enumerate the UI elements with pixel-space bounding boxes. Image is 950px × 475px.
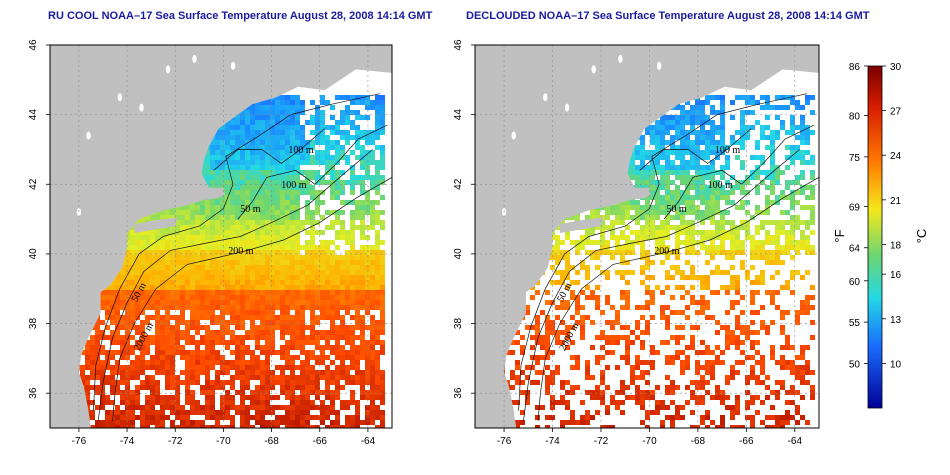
graticule [475,45,819,428]
lon-tick-label: -74 [545,436,560,447]
lake [501,208,507,217]
lake [511,131,516,140]
bathymetry-contours [518,93,819,422]
lon-tick-label: -64 [361,436,376,447]
celsius-tick-label: 16 [890,270,902,281]
celsius-tick-label: 10 [890,359,902,370]
lon-tick-label: -66 [739,436,754,447]
lon-tick-label: -76 [72,436,87,447]
fahrenheit-tick-label: 64 [849,244,861,255]
contour-label: 100 m [708,180,734,191]
lon-tick-label: -64 [788,436,803,447]
lon-tick-label: -68 [264,436,279,447]
lat-tick-label: 38 [453,318,464,330]
lon-tick-label: -76 [497,436,512,447]
lake [656,61,662,70]
lat-tick-label: 46 [453,39,464,51]
lat-tick-label: 42 [453,178,464,190]
contour-label: 100 m [281,180,307,191]
lat-tick-label: 36 [453,387,464,399]
celsius-tick-label: 24 [890,151,902,162]
graticule [50,45,392,428]
fahrenheit-tick-label: 75 [849,153,861,164]
lake [117,93,123,102]
celsius-tick-label: 21 [890,196,902,207]
long-island [559,217,604,233]
fahrenheit-tick-label: 55 [849,318,861,329]
contour-label: 50 m [240,204,261,215]
long-island [134,217,178,233]
right-panel-title: DECLOUDED NOAA–17 Sea Surface Temperatur… [466,10,870,22]
fahrenheit-tick-label: 50 [849,359,861,370]
lat-tick-label: 44 [453,109,464,121]
colorbar: 30 27 24 21 18 16 13 10 86 80 75 69 64 60 55 50 °F °C [832,62,929,409]
lake [139,103,144,112]
lake [543,93,548,102]
fahrenheit-tick-label: 60 [849,277,861,288]
celsius-unit-label: °C [914,229,929,244]
lon-tick-label: -68 [691,436,706,447]
lake [564,103,570,112]
contour-label: 50 m [666,204,687,215]
lon-tick-label: -72 [168,436,183,447]
lake [591,65,596,74]
fahrenheit-unit-label: °F [832,229,847,242]
colorbar-bar [867,65,883,409]
contour-label: 100 m [288,145,314,156]
lat-tick-label: 36 [28,387,39,399]
contour-label: 100 m [715,145,741,156]
lake [618,54,623,63]
lon-tick-label: -70 [642,436,657,447]
land-mass [50,45,392,428]
celsius-tick-label: 30 [890,62,902,73]
fahrenheit-tick-label: 86 [849,62,861,73]
celsius-tick-label: 27 [890,107,902,118]
lake [192,54,197,63]
map-frame [49,44,393,429]
fahrenheit-tick-label: 80 [849,112,861,123]
lon-tick-label: -66 [313,436,328,447]
lat-tick-label: 44 [28,109,39,121]
celsius-tick-label: 13 [890,315,902,326]
lake [76,208,82,217]
lake [86,131,91,140]
land-mass [475,45,819,428]
map-frame [474,44,820,429]
left-panel-title: RU COOL NOAA–17 Sea Surface Temperature … [48,10,433,22]
lon-tick-label: -70 [216,436,231,447]
lat-tick-label: 46 [28,39,39,51]
lake [165,65,171,74]
lat-tick-label: 42 [28,178,39,190]
contour-label: 200 m [654,246,680,257]
lon-tick-label: -74 [120,436,135,447]
celsius-tick-label: 18 [890,240,902,251]
contour-label: 200 m [228,246,254,257]
lake [230,61,236,70]
lat-tick-label: 40 [28,248,39,260]
fahrenheit-tick-label: 69 [849,202,861,213]
lon-tick-label: -72 [594,436,609,447]
lat-tick-label: 38 [28,318,39,330]
lat-tick-label: 40 [453,248,464,260]
